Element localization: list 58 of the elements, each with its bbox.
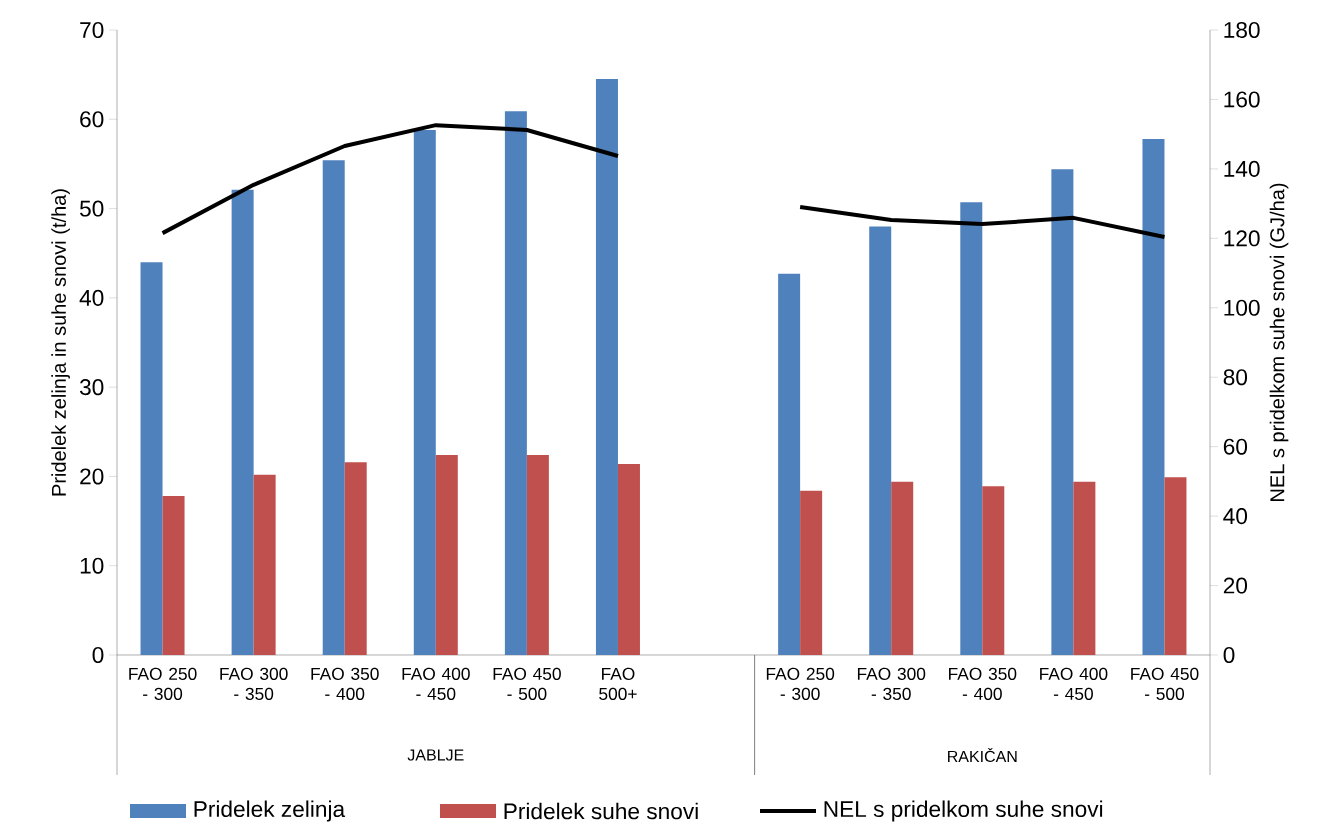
y-axis-title: Pridelek zelinja in suhe snovi (t/ha) <box>51 189 70 496</box>
y2-tick-label: 100 <box>1224 299 1260 316</box>
y2-tick-label: 20 <box>1223 577 1248 594</box>
y-tick-label: 20 <box>80 468 104 485</box>
x-tick-label: FAO 450 - 500 <box>493 667 561 700</box>
bar <box>322 160 345 655</box>
bar <box>344 462 367 655</box>
bar <box>617 463 640 655</box>
y-tick-label: 0 <box>92 646 104 664</box>
x-tick-label: FAO 300 - 350 <box>220 667 288 700</box>
bar <box>140 262 163 655</box>
x-tick-label: FAO 300 - 350 <box>857 667 926 700</box>
x-tick-label: FAO 450 - 500 <box>1131 667 1199 700</box>
y2-tick-label: 40 <box>1223 508 1248 525</box>
y2-axis-title: NEL s pridelkom suhe snovi (GJ/ha) <box>1269 183 1289 501</box>
y-tick-label: 70 <box>80 21 104 39</box>
bar <box>778 273 801 655</box>
text: JABLJE <box>407 749 464 761</box>
x-tick-label: FAO 250 - 300 <box>766 667 835 700</box>
bar <box>869 226 892 655</box>
y2-tick-label: 140 <box>1224 160 1260 177</box>
x-tick-label: FAO 500+ <box>599 667 637 700</box>
bar <box>435 455 458 655</box>
y-tick-label: 60 <box>80 111 104 128</box>
text: RAKIČAN <box>948 747 1017 763</box>
x-tick-label: FAO 350 - 400 <box>311 667 379 700</box>
bar <box>504 111 527 655</box>
x-tick-label: FAO 250 - 300 <box>129 667 197 700</box>
bar <box>526 455 549 655</box>
bar <box>162 496 185 655</box>
bar <box>413 130 436 655</box>
y-tick-label: 50 <box>79 200 104 217</box>
y2-tick-label: 180 <box>1224 21 1260 39</box>
legend-label: Pridelek zelinja <box>194 800 346 822</box>
bar <box>1164 477 1187 655</box>
bar <box>231 189 254 655</box>
bar <box>960 202 983 655</box>
x-tick-label: FAO 350 - 400 <box>949 667 1017 700</box>
y2-tick-label: 160 <box>1224 91 1260 108</box>
bar <box>253 474 276 655</box>
y2-tick-label: 120 <box>1224 230 1260 247</box>
bar <box>800 490 823 655</box>
x-tick-label: FAO 400 - 450 <box>1040 667 1108 700</box>
bar <box>1051 169 1074 655</box>
bar <box>982 486 1005 655</box>
bar <box>1142 138 1165 655</box>
x-tick-label: FAO 400 - 450 <box>402 667 470 700</box>
y2-tick-label: 0 <box>1223 646 1235 664</box>
y-tick-label: 10 <box>80 557 104 574</box>
bar <box>595 79 618 655</box>
y2-tick-label: 80 <box>1223 369 1248 386</box>
legend-label: Pridelek suhe snovi <box>504 802 698 820</box>
y2-tick-label: 60 <box>1223 438 1248 455</box>
y-tick-label: 40 <box>79 289 104 306</box>
y-tick-label: 30 <box>79 379 104 396</box>
legend-label: NEL s pridelkom suhe snovi <box>824 800 1103 822</box>
bar <box>891 481 914 655</box>
bar <box>1073 481 1096 655</box>
